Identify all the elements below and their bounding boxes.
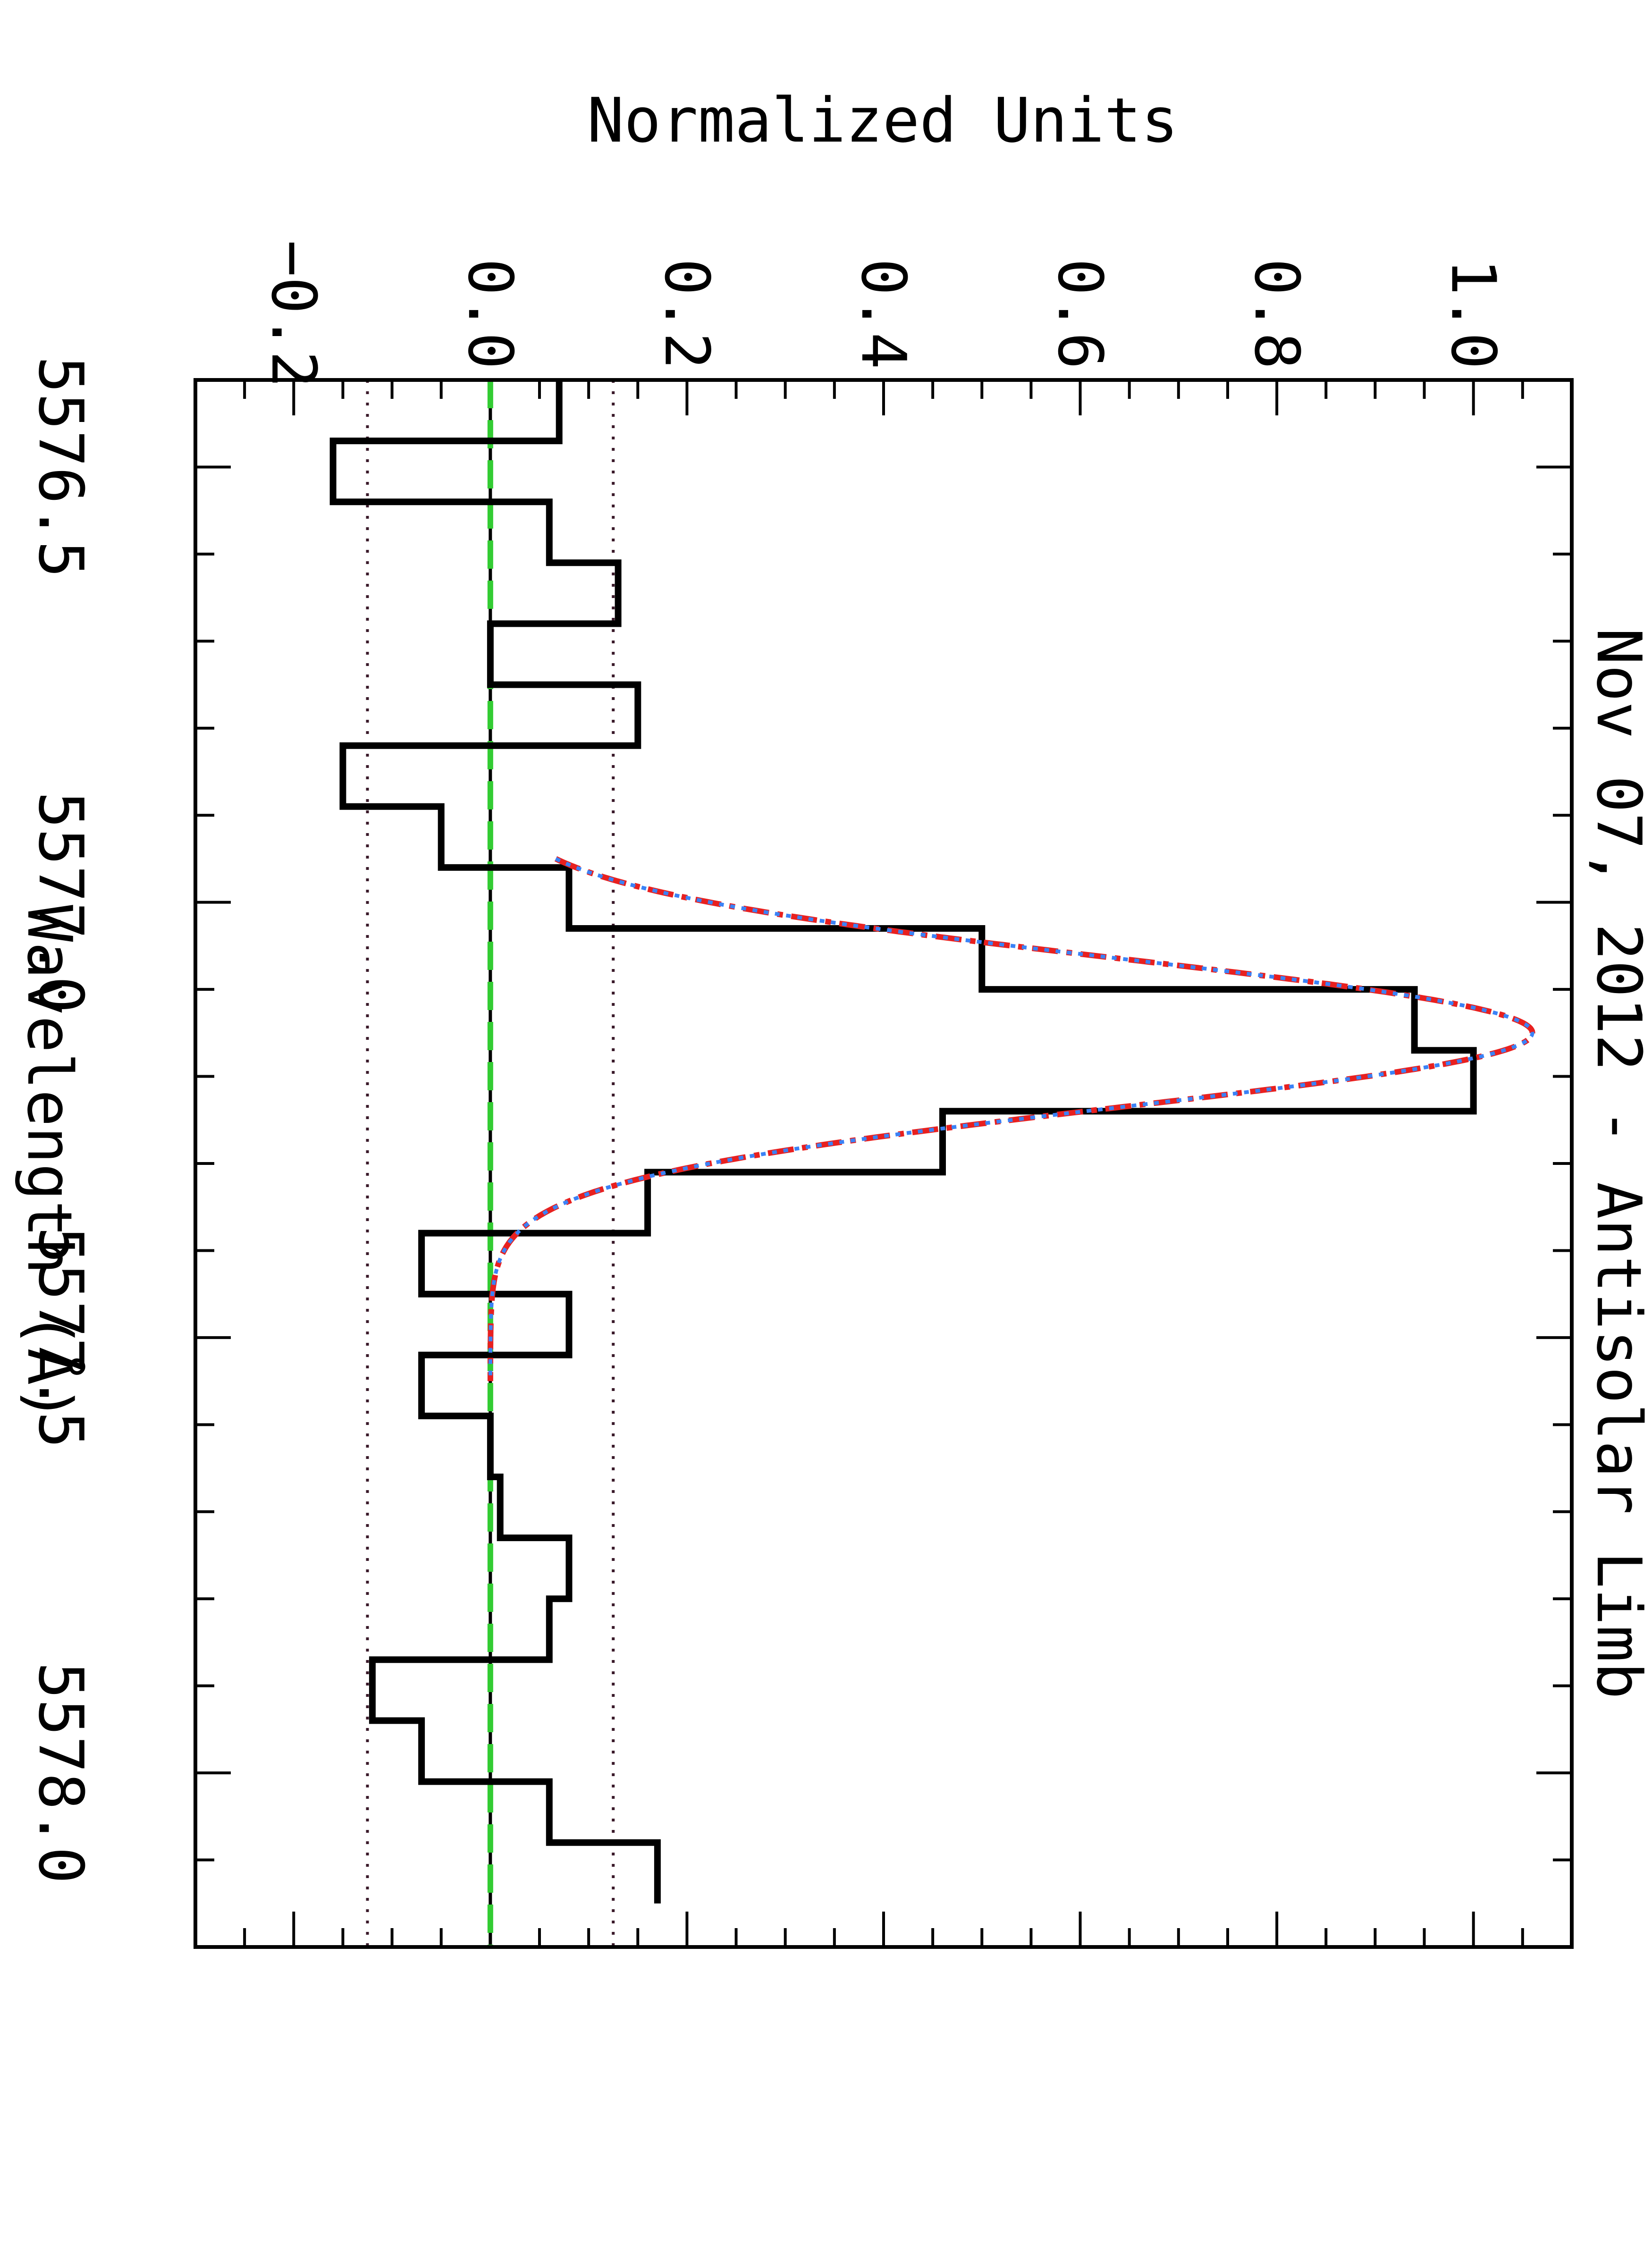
y-tick-label: 1.0 — [1438, 259, 1509, 370]
y-tick-label: 0.8 — [1241, 259, 1313, 370]
model-fit-blue — [488, 857, 1534, 1382]
y-tick-label: 0.6 — [1045, 259, 1116, 370]
y-tick-label: 0.2 — [651, 259, 723, 370]
wavelength-tick-labels: 5576.5 5577.0 5577.5 5578.0 — [25, 356, 97, 1884]
y-axis-label: Normalized Units — [587, 84, 1178, 156]
x-tick-label: 5578.0 — [25, 1662, 97, 1884]
normalized-tick-labels: −0.2 0.0 0.2 0.4 0.6 0.8 1.0 — [258, 240, 1509, 388]
x-tick-label: 5576.5 — [25, 356, 97, 578]
observed-spectrum — [329, 380, 1477, 1904]
y-tick-label: 0.0 — [455, 259, 526, 370]
y-tick-label: 0.4 — [848, 259, 919, 370]
x-tick-label: 5577.5 — [25, 1227, 97, 1449]
plot-frame — [194, 378, 1574, 1949]
x-tick-label: 5577.0 — [25, 792, 97, 1013]
x-axis-label: Wavelength (Å) — [14, 905, 85, 1422]
y-tick-label: −0.2 — [258, 240, 329, 388]
axis-ticks — [194, 379, 1573, 1948]
chart-title: Nov 07, 2012 - Antisolar Limb — [1583, 628, 1652, 1699]
data-series — [329, 380, 1535, 1947]
